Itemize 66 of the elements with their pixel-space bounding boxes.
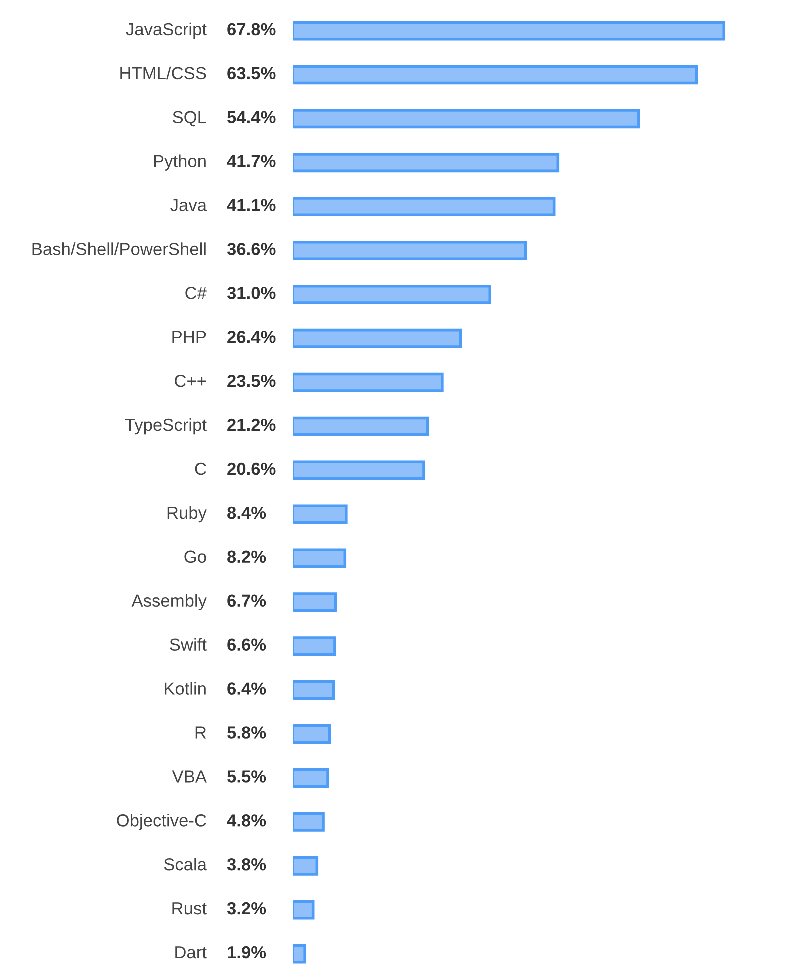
data-label: 31.0%: [227, 287, 276, 300]
y-tick-label: PHP: [172, 331, 206, 344]
bar: [293, 856, 319, 876]
bar: [293, 504, 348, 524]
data-label: 67.8%: [228, 23, 276, 36]
bar: [293, 328, 462, 348]
bar: [293, 724, 332, 744]
bar: [293, 636, 336, 656]
data-label: 8.2%: [228, 550, 266, 564]
y-tick-label: Dart: [176, 946, 207, 959]
data-label: 36.6%: [227, 243, 276, 256]
y-tick-label: SQL: [173, 111, 206, 127]
y-tick-label: TypeScript: [125, 418, 207, 435]
y-tick-label: R: [196, 726, 206, 739]
data-label: 8.4%: [228, 506, 266, 520]
data-label: 6.6%: [228, 638, 266, 651]
bar: [293, 812, 325, 832]
bar: [293, 65, 698, 85]
bar: [293, 241, 528, 260]
data-label: 41.7%: [227, 155, 276, 168]
y-tick-label: C++: [175, 374, 206, 388]
data-label: 20.6%: [228, 462, 276, 476]
data-label: 23.5%: [228, 374, 276, 388]
y-tick-label: C: [195, 462, 206, 476]
bar: [293, 197, 556, 217]
y-tick-label: VBA: [172, 770, 207, 783]
y-tick-label: Bash/Shell/PowerShell: [32, 242, 206, 256]
bar: [293, 768, 330, 788]
bar: [293, 900, 315, 920]
bar: [293, 284, 492, 304]
bar: [293, 109, 640, 129]
bar: [293, 944, 306, 964]
data-label: 63.5%: [228, 67, 276, 80]
data-label: 5.8%: [228, 726, 266, 739]
y-tick-label: Rust: [172, 902, 207, 915]
y-tick-label: Go: [184, 550, 206, 564]
y-tick-label: Swift: [170, 638, 207, 651]
y-tick-label: Ruby: [168, 506, 207, 523]
y-tick-label: Objective-C: [117, 814, 206, 830]
y-tick-label: Scala: [164, 858, 207, 871]
bar: [293, 460, 426, 480]
bar: [293, 372, 444, 392]
data-label: 3.2%: [227, 902, 266, 915]
y-tick-label: Python: [154, 154, 206, 171]
y-tick-label: JavaScript: [126, 22, 207, 40]
y-tick-label: C#: [186, 287, 207, 300]
data-label: 26.4%: [228, 331, 276, 344]
data-label: 3.8%: [227, 858, 266, 871]
bar: [293, 548, 347, 568]
data-label: 6.7%: [228, 594, 266, 608]
data-label: 5.5%: [228, 770, 266, 783]
bar: [293, 416, 430, 436]
bar: [293, 153, 560, 173]
data-label: 1.9%: [228, 946, 266, 959]
y-tick-label: HTML/CSS: [120, 66, 206, 80]
data-label: 21.2%: [228, 418, 276, 432]
bar: [293, 680, 336, 700]
data-label: 54.4%: [228, 111, 276, 124]
y-tick-label: Kotlin: [164, 682, 206, 695]
data-label: 41.1%: [227, 199, 276, 212]
bar: [293, 21, 726, 41]
data-label: 4.8%: [227, 814, 266, 827]
data-label: 6.4%: [228, 682, 266, 695]
y-tick-label: Java: [170, 199, 207, 212]
bar: [293, 592, 337, 612]
y-tick-label: Assembly: [132, 594, 207, 610]
